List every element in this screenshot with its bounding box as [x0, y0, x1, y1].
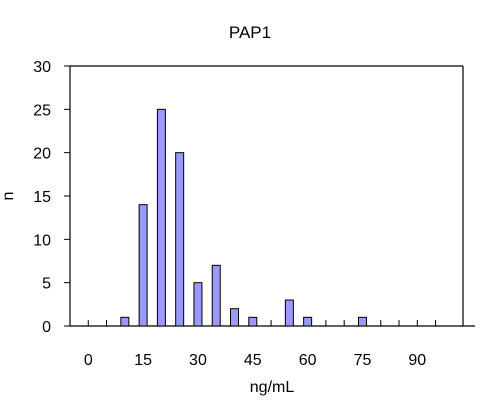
x-tick-label: 0 [84, 352, 93, 369]
plot-area: 0 5 10 15 20 25 30 0 15 30 45 60 75 90 [33, 59, 475, 369]
histogram-bar [303, 316, 313, 327]
y-tick-label: 5 [42, 276, 51, 293]
y-tick-label: 20 [33, 146, 51, 163]
x-tick-label: 30 [189, 352, 207, 369]
y-tick-label: 10 [33, 232, 51, 249]
y-tick-label: 30 [33, 59, 51, 76]
y-tick-label: 25 [33, 102, 51, 119]
histogram-bar [193, 282, 203, 327]
y-axis-label: n [0, 192, 17, 201]
y-tick-label: 0 [42, 319, 51, 336]
chart-title: PAP1 [229, 23, 271, 42]
x-axis-label: ng/mL [250, 379, 295, 396]
x-tick-label: 45 [244, 352, 262, 369]
histogram-bar [248, 316, 258, 327]
x-tick-label: 60 [299, 352, 317, 369]
histogram-bar [120, 316, 130, 327]
histogram-bar [156, 108, 166, 327]
histogram-bar [211, 264, 221, 327]
histogram-bar [230, 308, 240, 327]
histogram-bar [138, 204, 148, 327]
x-tick-label: 15 [134, 352, 152, 369]
x-tick-label: 75 [354, 352, 372, 369]
y-tick-label: 15 [33, 189, 51, 206]
x-tick-label: 90 [408, 352, 426, 369]
histogram-bar [284, 299, 294, 327]
histogram-bar [357, 316, 367, 327]
histogram-bar [175, 152, 185, 327]
